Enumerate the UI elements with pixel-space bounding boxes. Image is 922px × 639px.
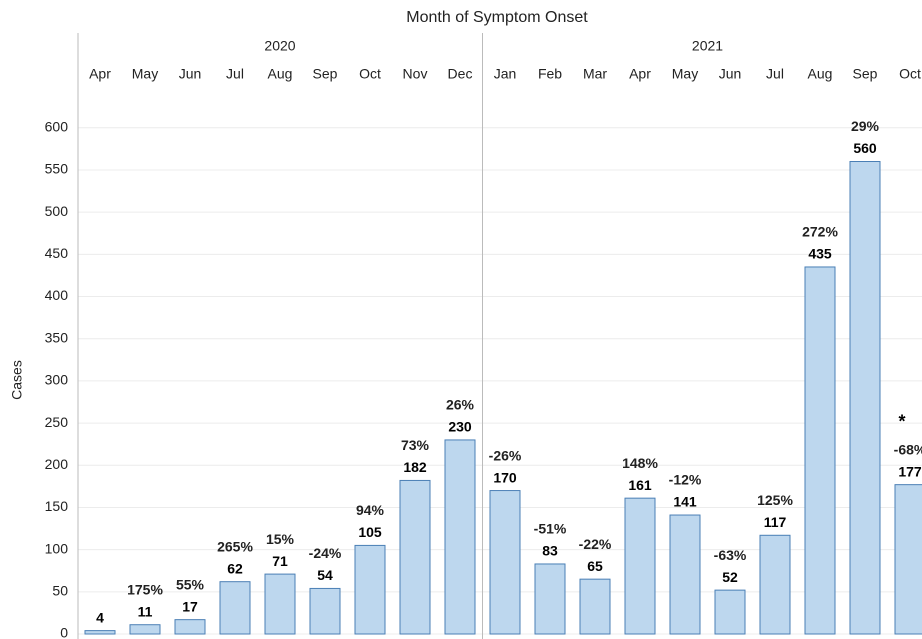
change-label: -68% bbox=[894, 441, 922, 457]
value-label: 65 bbox=[587, 558, 603, 574]
bar bbox=[309, 587, 341, 635]
value-label: 54 bbox=[317, 567, 333, 583]
x-tick-label: Jul bbox=[766, 66, 784, 82]
value-label: 71 bbox=[272, 553, 288, 569]
value-label: 62 bbox=[227, 560, 243, 576]
y-tick-label: 300 bbox=[45, 372, 69, 388]
value-label: 52 bbox=[722, 569, 738, 585]
x-tick-label: Feb bbox=[538, 66, 562, 82]
x-tick-label: Dec bbox=[448, 66, 473, 82]
change-label: -26% bbox=[489, 447, 522, 463]
x-tick-label: Jun bbox=[179, 66, 202, 82]
change-label: -24% bbox=[309, 545, 342, 561]
x-tick-label: Sep bbox=[853, 66, 878, 82]
value-label: 170 bbox=[493, 469, 517, 485]
change-label: 125% bbox=[757, 492, 793, 508]
x-tick-label: Oct bbox=[899, 66, 921, 82]
bar bbox=[759, 534, 791, 635]
y-tick-label: 400 bbox=[45, 287, 69, 303]
bar bbox=[849, 161, 881, 635]
change-label: 29% bbox=[851, 118, 880, 134]
change-label: 148% bbox=[622, 455, 658, 471]
bar bbox=[894, 484, 922, 635]
year-label: 2021 bbox=[692, 38, 723, 54]
change-label: 73% bbox=[401, 437, 430, 453]
change-label: -22% bbox=[579, 536, 612, 552]
y-tick-label: 250 bbox=[45, 414, 69, 430]
y-tick-label: 450 bbox=[45, 245, 69, 261]
value-label: 11 bbox=[138, 603, 153, 619]
value-label: 4 bbox=[96, 609, 104, 625]
change-label: -51% bbox=[534, 521, 567, 537]
x-tick-label: Apr bbox=[89, 66, 111, 82]
x-tick-label: Oct bbox=[359, 66, 381, 82]
bar bbox=[534, 563, 566, 635]
y-tick-label: 200 bbox=[45, 456, 69, 472]
y-tick-label: 500 bbox=[45, 203, 69, 219]
year-label: 2020 bbox=[264, 38, 295, 54]
x-tick-label: Jul bbox=[226, 66, 244, 82]
value-label: 177 bbox=[898, 463, 922, 479]
x-tick-label: Mar bbox=[583, 66, 607, 82]
bar bbox=[669, 514, 701, 635]
value-label: 105 bbox=[358, 524, 382, 540]
x-tick-label: Aug bbox=[808, 66, 833, 82]
change-label: 26% bbox=[446, 397, 475, 413]
bar bbox=[84, 630, 116, 635]
change-label: -63% bbox=[714, 547, 747, 563]
y-tick-label: 100 bbox=[45, 540, 69, 556]
change-label: 94% bbox=[356, 502, 385, 518]
change-label: 272% bbox=[802, 224, 838, 240]
chart-title: Month of Symptom Onset bbox=[406, 9, 588, 26]
bar bbox=[129, 624, 161, 635]
bar bbox=[489, 490, 521, 635]
change-label: 15% bbox=[266, 531, 295, 547]
value-label: 182 bbox=[403, 459, 427, 475]
annotation: * bbox=[898, 411, 905, 431]
change-label: 265% bbox=[217, 538, 253, 554]
bar bbox=[354, 544, 386, 635]
bar bbox=[579, 578, 611, 635]
value-label: 230 bbox=[448, 419, 472, 435]
y-tick-label: 550 bbox=[45, 161, 69, 177]
y-tick-label: 150 bbox=[45, 498, 69, 514]
x-tick-label: Nov bbox=[403, 66, 428, 82]
y-tick-label: 600 bbox=[45, 118, 69, 134]
value-label: 560 bbox=[853, 140, 877, 156]
value-label: 17 bbox=[182, 598, 198, 614]
bar bbox=[624, 497, 656, 635]
change-label: 175% bbox=[127, 581, 163, 597]
y-tick-label: 50 bbox=[52, 583, 68, 599]
value-label: 83 bbox=[542, 543, 558, 559]
value-label: 141 bbox=[673, 494, 697, 510]
x-tick-label: Jun bbox=[719, 66, 742, 82]
bar bbox=[219, 581, 251, 635]
bar bbox=[804, 266, 836, 635]
x-tick-label: Jan bbox=[494, 66, 517, 82]
value-label: 117 bbox=[764, 514, 787, 530]
bar bbox=[174, 619, 206, 635]
change-label: -12% bbox=[669, 472, 702, 488]
x-tick-label: Apr bbox=[629, 66, 651, 82]
value-label: 435 bbox=[808, 246, 832, 262]
x-tick-label: May bbox=[132, 66, 158, 82]
x-tick-label: May bbox=[672, 66, 698, 82]
y-tick-label: 350 bbox=[45, 329, 69, 345]
x-tick-label: Sep bbox=[313, 66, 338, 82]
change-label: 55% bbox=[176, 576, 205, 592]
value-label: 161 bbox=[628, 477, 652, 493]
bar bbox=[264, 573, 296, 635]
y-axis-label: Cases bbox=[9, 360, 25, 400]
bar bbox=[399, 479, 431, 635]
bar bbox=[714, 589, 746, 635]
x-tick-label: Aug bbox=[268, 66, 293, 82]
y-tick-label: 0 bbox=[60, 625, 68, 639]
bar bbox=[444, 439, 476, 635]
